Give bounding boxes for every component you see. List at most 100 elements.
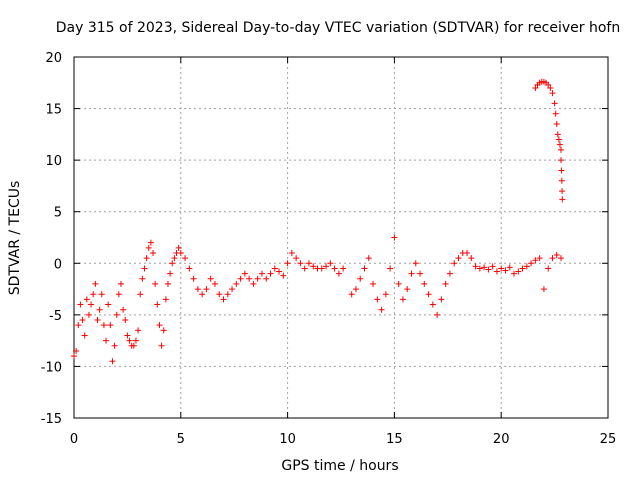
data-point	[126, 337, 133, 344]
data-point	[365, 255, 372, 262]
data-point	[408, 270, 415, 277]
data-point	[540, 286, 547, 293]
data-point	[186, 265, 193, 272]
x-tick-label: 20	[493, 432, 510, 447]
y-tick-labels: -15 -10 -5 0 5 10 15 20	[41, 51, 62, 427]
data-point	[429, 301, 436, 308]
data-point	[553, 121, 560, 128]
x-axis-label: GPS time / hours	[281, 458, 398, 474]
data-point	[532, 84, 539, 91]
data-point	[374, 296, 381, 303]
data-point	[75, 322, 82, 329]
data-point	[117, 280, 124, 287]
data-point	[182, 255, 189, 262]
data-point	[412, 260, 419, 267]
data-point	[220, 296, 227, 303]
data-point	[493, 268, 500, 275]
data-point	[207, 275, 214, 282]
data-point	[331, 265, 338, 272]
data-point	[348, 291, 355, 298]
data-point	[515, 268, 522, 275]
data-point	[175, 244, 182, 251]
data-point	[229, 286, 236, 293]
data-point	[297, 260, 304, 267]
data-point	[502, 267, 509, 274]
data-points	[71, 78, 566, 365]
data-point	[211, 280, 218, 287]
data-point	[115, 291, 122, 298]
x-tick-label: 0	[70, 432, 78, 447]
data-point	[559, 188, 566, 195]
y-tick-label: 5	[54, 206, 62, 221]
data-point	[71, 353, 77, 360]
data-point	[199, 291, 206, 298]
data-point	[137, 291, 144, 298]
data-point	[246, 275, 253, 282]
data-point	[143, 255, 150, 262]
data-point	[549, 90, 556, 97]
x-tick-label: 15	[386, 432, 403, 447]
data-point	[489, 263, 496, 270]
data-point	[120, 306, 127, 313]
data-point	[551, 100, 558, 107]
data-point	[556, 141, 563, 148]
chart-title: Day 315 of 2023, Sidereal Day-to-day VTE…	[56, 20, 620, 36]
data-point	[387, 265, 394, 272]
data-point	[558, 255, 565, 262]
data-point	[105, 301, 112, 308]
data-point	[98, 291, 105, 298]
data-point	[96, 306, 103, 313]
data-point	[203, 286, 210, 293]
data-point	[293, 255, 300, 262]
y-tick-label: -15	[41, 412, 62, 427]
data-point	[177, 249, 184, 256]
data-point	[233, 280, 240, 287]
data-point	[323, 263, 330, 270]
x-tick-label: 10	[279, 432, 296, 447]
data-point	[132, 337, 139, 344]
data-point	[545, 265, 552, 272]
data-point	[162, 296, 169, 303]
data-point	[77, 301, 84, 308]
data-point	[271, 265, 278, 272]
data-point	[549, 255, 556, 262]
data-point	[171, 255, 178, 262]
data-point	[555, 136, 562, 143]
data-point	[468, 255, 475, 262]
data-point	[301, 265, 308, 272]
data-point	[90, 291, 97, 298]
data-point	[476, 265, 483, 272]
data-point	[399, 296, 406, 303]
data-point	[100, 322, 107, 329]
data-point	[152, 280, 159, 287]
data-point	[361, 265, 368, 272]
data-point	[536, 255, 543, 262]
data-point	[442, 280, 449, 287]
data-point	[511, 270, 518, 277]
x-tick-labels: 0 5 10 15 20 25	[70, 432, 616, 447]
data-point	[335, 270, 342, 277]
data-point	[481, 264, 488, 271]
data-point	[267, 270, 274, 277]
data-point	[160, 327, 167, 334]
data-point	[158, 342, 165, 349]
data-point	[523, 263, 530, 270]
data-point	[446, 270, 453, 277]
data-point	[532, 257, 539, 264]
data-point	[404, 286, 411, 293]
data-point	[395, 280, 402, 287]
data-point	[107, 322, 114, 329]
data-point	[498, 265, 505, 272]
data-point	[327, 260, 334, 267]
data-point	[154, 301, 161, 308]
data-point	[92, 280, 99, 287]
data-point	[216, 291, 223, 298]
data-point	[451, 260, 458, 267]
data-point	[485, 266, 492, 273]
data-point	[280, 272, 287, 279]
data-point	[88, 301, 95, 308]
data-point	[553, 252, 560, 259]
data-point	[156, 322, 163, 329]
data-point	[417, 270, 424, 277]
